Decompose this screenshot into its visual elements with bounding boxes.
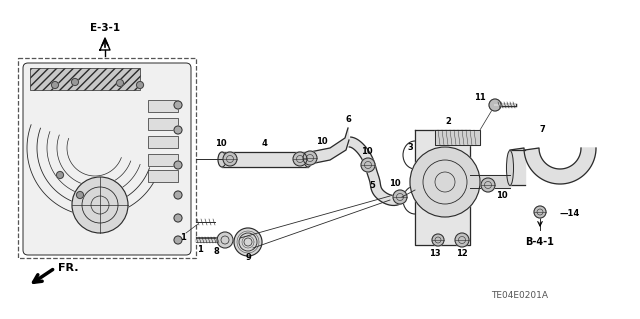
Text: 2: 2 <box>445 117 451 127</box>
Circle shape <box>534 206 546 218</box>
Circle shape <box>455 233 469 247</box>
Circle shape <box>72 177 128 233</box>
Circle shape <box>174 101 182 109</box>
Circle shape <box>489 99 501 111</box>
Text: 3: 3 <box>407 144 413 152</box>
Text: 12: 12 <box>456 249 468 257</box>
Bar <box>148 170 178 182</box>
Circle shape <box>410 147 480 217</box>
Text: 6: 6 <box>345 115 351 124</box>
Polygon shape <box>222 152 308 167</box>
Circle shape <box>174 236 182 244</box>
Circle shape <box>217 232 233 248</box>
Text: 1: 1 <box>180 233 186 241</box>
Text: 5: 5 <box>369 181 375 189</box>
Circle shape <box>174 126 182 134</box>
Bar <box>18 58 196 258</box>
Circle shape <box>393 190 407 204</box>
Circle shape <box>303 151 317 165</box>
Text: 8: 8 <box>213 248 219 256</box>
Circle shape <box>361 158 375 172</box>
Circle shape <box>432 234 444 246</box>
FancyBboxPatch shape <box>23 63 191 255</box>
Text: 9: 9 <box>245 254 251 263</box>
Bar <box>148 136 178 148</box>
Text: TE04E0201A: TE04E0201A <box>492 291 548 300</box>
Polygon shape <box>510 150 525 185</box>
Circle shape <box>174 214 182 222</box>
Bar <box>148 100 178 112</box>
Circle shape <box>116 79 124 86</box>
Circle shape <box>481 178 495 192</box>
Text: —14: —14 <box>560 210 580 219</box>
Text: 7: 7 <box>539 125 545 135</box>
Text: 4: 4 <box>261 138 267 147</box>
Circle shape <box>77 191 83 198</box>
Ellipse shape <box>506 151 513 186</box>
Circle shape <box>72 78 79 85</box>
Text: E-3-1: E-3-1 <box>90 23 120 33</box>
Text: 10: 10 <box>389 179 401 188</box>
Circle shape <box>174 191 182 199</box>
Polygon shape <box>415 130 470 245</box>
Text: FR.: FR. <box>58 263 78 273</box>
Polygon shape <box>470 175 510 188</box>
Text: 10: 10 <box>316 137 328 146</box>
Polygon shape <box>310 128 349 164</box>
Text: B-4-1: B-4-1 <box>525 237 554 247</box>
Circle shape <box>56 172 63 179</box>
Text: 10: 10 <box>215 138 227 147</box>
Circle shape <box>174 161 182 169</box>
Text: 1: 1 <box>197 246 203 255</box>
Circle shape <box>234 228 262 256</box>
Bar <box>30 68 140 90</box>
Text: 13: 13 <box>429 249 441 257</box>
Text: 10: 10 <box>496 190 508 199</box>
Circle shape <box>293 152 307 166</box>
Polygon shape <box>100 38 110 50</box>
Circle shape <box>136 81 143 88</box>
Circle shape <box>223 152 237 166</box>
Bar <box>148 118 178 130</box>
Polygon shape <box>510 148 596 184</box>
Bar <box>148 154 178 166</box>
Ellipse shape <box>218 152 226 167</box>
Polygon shape <box>349 137 406 205</box>
Polygon shape <box>435 130 480 145</box>
Circle shape <box>51 81 58 88</box>
Text: 10: 10 <box>361 147 373 157</box>
Ellipse shape <box>304 152 312 167</box>
Text: 11: 11 <box>474 93 486 102</box>
